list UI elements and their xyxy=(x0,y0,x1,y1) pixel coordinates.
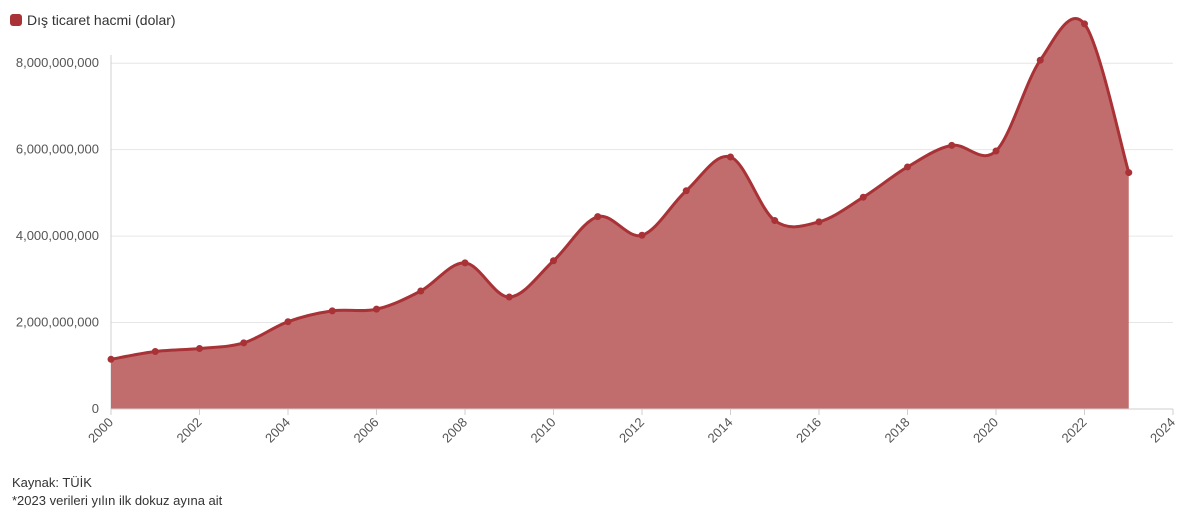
y-tick-label: 6,000,000,000 xyxy=(16,142,99,157)
area-chart: 0 2,000,000,000 4,000,000,000 6,000,000,000… xyxy=(16,16,1178,446)
y-tick-label: 2,000,000,000 xyxy=(16,315,99,330)
x-tick-label: 2020 xyxy=(970,415,1001,446)
data-point xyxy=(196,344,203,352)
data-point xyxy=(240,339,248,347)
x-tick-label: 2024 xyxy=(1147,415,1178,446)
data-point xyxy=(771,217,779,225)
data-point xyxy=(948,141,956,149)
chart-legend: Dış ticaret hacmi (dolar) xyxy=(10,12,176,28)
y-tick-label: 0 xyxy=(92,401,99,416)
x-tick-label: 2022 xyxy=(1059,415,1090,446)
x-tick-label: 2000 xyxy=(85,415,116,446)
y-tick-label: 8,000,000,000 xyxy=(16,55,99,70)
data-point xyxy=(815,218,823,226)
x-tick-label: 2008 xyxy=(439,415,470,446)
source-note: Kaynak: TÜİK xyxy=(12,475,92,490)
data-point xyxy=(461,259,469,267)
data-point xyxy=(1081,20,1088,28)
area-fill xyxy=(111,18,1129,409)
data-note: *2023 verileri yılın ilk dokuz ayına ait xyxy=(12,493,223,508)
x-tick-label: 2018 xyxy=(882,415,913,446)
data-point xyxy=(284,318,292,326)
data-point xyxy=(727,153,734,161)
x-tick-label: 2006 xyxy=(351,415,382,446)
data-point xyxy=(992,147,1000,155)
legend-swatch xyxy=(10,14,22,26)
data-point xyxy=(682,187,690,195)
data-point xyxy=(505,293,513,301)
x-tick-label: 2004 xyxy=(262,415,293,446)
data-point xyxy=(417,287,425,295)
data-point xyxy=(373,305,380,313)
data-point xyxy=(638,231,646,239)
data-point xyxy=(594,213,602,221)
x-tick-label: 2016 xyxy=(793,415,824,446)
x-tick-label: 2010 xyxy=(528,415,559,446)
data-point xyxy=(151,348,159,356)
legend-label: Dış ticaret hacmi (dolar) xyxy=(27,12,176,28)
chart-footer: Kaynak: TÜİK *2023 verileri yılın ilk do… xyxy=(12,474,222,510)
x-tick-label: 2002 xyxy=(174,415,205,446)
data-point xyxy=(550,257,557,265)
data-point xyxy=(328,307,336,315)
y-tick-label: 4,000,000,000 xyxy=(16,228,99,243)
data-point xyxy=(1125,169,1133,177)
data-point xyxy=(904,163,911,171)
x-tick-label: 2012 xyxy=(616,415,647,446)
data-point xyxy=(107,355,115,363)
data-point xyxy=(859,193,867,201)
x-tick-label: 2014 xyxy=(705,415,736,446)
data-point xyxy=(1036,56,1044,64)
